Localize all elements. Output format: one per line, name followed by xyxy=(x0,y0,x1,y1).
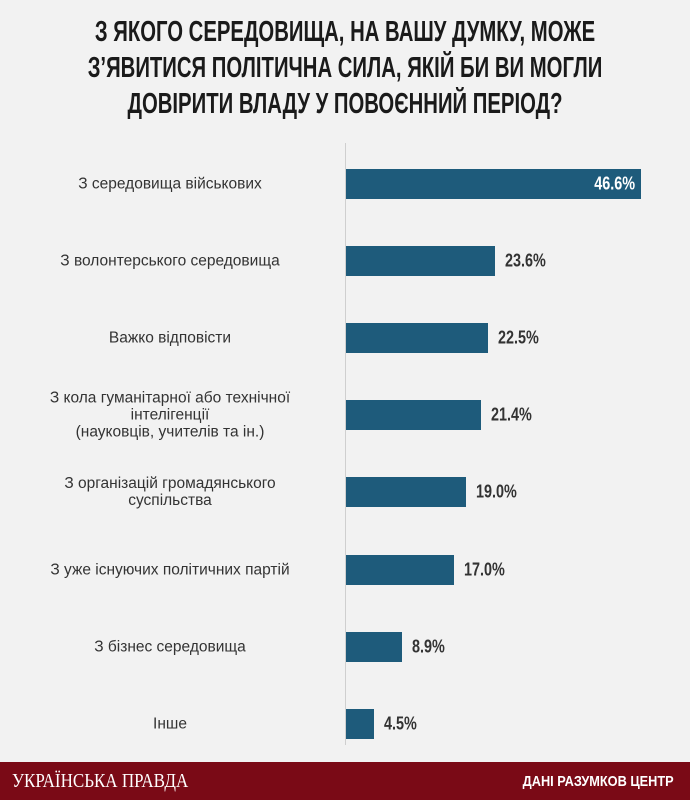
axis-line xyxy=(345,143,346,745)
category-label: З волонтерського середовища xyxy=(60,252,280,270)
bar xyxy=(346,477,467,508)
value-label: 19.0% xyxy=(476,481,518,502)
chart-title: З ЯКОГО СЕРЕДОВИЩА, НА ВАШУ ДУМКУ, МОЖЕ … xyxy=(87,16,603,120)
value-label: 8.9% xyxy=(412,636,446,657)
source: ДАНІ РАЗУМКОВ ЦЕНТР xyxy=(522,773,674,790)
category-label: З уже існуючих політичних партій xyxy=(50,561,290,578)
footer: УКРАЇНСЬКА ПРАВДА ДАНІ РАЗУМКОВ ЦЕНТР xyxy=(0,762,690,800)
value-label: 22.5% xyxy=(498,327,540,348)
value-label: 21.4% xyxy=(491,404,533,425)
category-label: З середовища військових xyxy=(78,175,262,193)
bar xyxy=(346,400,482,431)
value-label: 46.6% xyxy=(594,173,635,194)
category-label: Важко відповісти xyxy=(108,329,232,347)
value-label: 23.6% xyxy=(505,250,547,271)
bar xyxy=(346,631,403,662)
value-label: 4.5% xyxy=(384,713,418,734)
category-label: З кола гуманітарної або технічної інтелі… xyxy=(49,389,291,441)
category-label: Інше xyxy=(153,715,187,733)
bar xyxy=(346,708,375,739)
bar xyxy=(346,554,454,585)
brand: УКРАЇНСЬКА ПРАВДА xyxy=(12,770,189,792)
bar xyxy=(346,169,641,199)
category-label: З бізнес середовища xyxy=(94,638,246,656)
value-label: 17.0% xyxy=(463,559,505,579)
bar xyxy=(346,246,496,277)
bar xyxy=(346,323,489,354)
category-label: З організацій громадянського суспільства xyxy=(64,475,276,510)
